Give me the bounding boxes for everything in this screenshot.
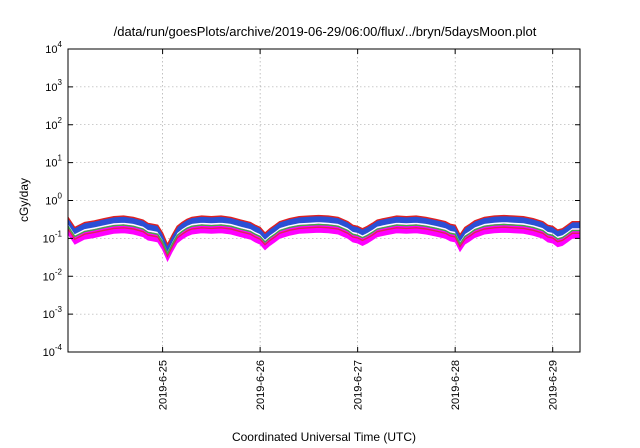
y-tick-label: 10-2	[43, 267, 63, 283]
y-tick-label: 102	[45, 116, 62, 132]
x-axis-label: Coordinated Universal Time (UTC)	[232, 430, 416, 444]
x-tick-label: 2019-6-25	[158, 360, 170, 410]
y-tick-label: 103	[45, 78, 62, 94]
y-tick-label: 10-4	[43, 343, 63, 359]
series-line-5	[67, 214, 580, 247]
axis-ticks: 10-4 10-3 10-2 10-1 100 101 102 103 104 2019-6-25…	[43, 40, 580, 410]
x-tick-label: 2019-6-29	[548, 360, 560, 410]
y-tick-label: 104	[45, 40, 62, 56]
y-tick-label: 101	[45, 154, 62, 170]
chart-title: /data/run/goesPlots/archive/2019-06-29/0…	[114, 24, 537, 39]
x-tick-label: 2019-6-28	[450, 360, 462, 410]
y-axis-label: cGy/day	[17, 178, 31, 222]
series-area	[67, 214, 581, 263]
x-tick-label: 2019-6-27	[353, 360, 365, 410]
y-tick-label: 10-1	[43, 229, 63, 245]
y-tick-label: 100	[45, 192, 62, 208]
y-tick-label: 10-3	[43, 305, 63, 321]
series-line-2	[67, 223, 580, 256]
series-line-1	[67, 226, 580, 258]
grid	[68, 49, 580, 352]
x-tick-label: 2019-6-26	[255, 360, 267, 410]
